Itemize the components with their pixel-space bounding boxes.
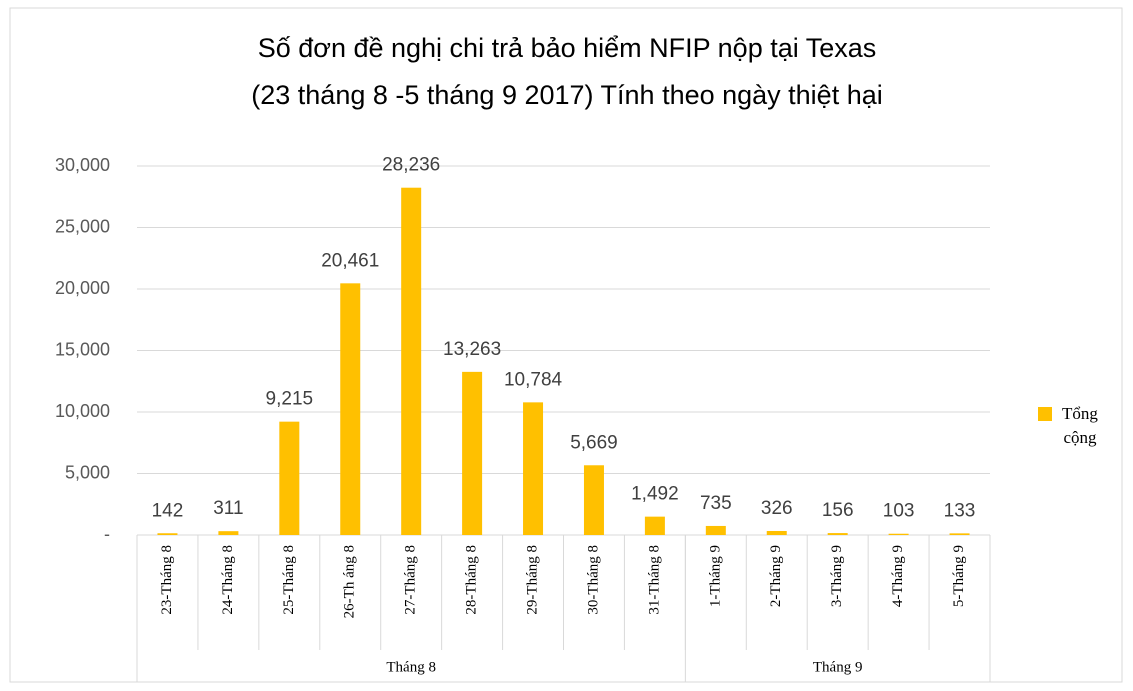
legend-swatch: [1038, 407, 1052, 421]
x-tick-label: 5-Tháng 9: [951, 545, 967, 607]
x-tick-label: 4-Tháng 9: [890, 545, 906, 607]
x-tick-label: 27-Tháng 8: [403, 545, 419, 615]
data-label: 103: [883, 501, 915, 522]
data-label: 10,784: [504, 369, 563, 390]
x-tick-label: 3-Tháng 9: [829, 545, 845, 607]
data-label: 311: [213, 498, 243, 519]
x-tick-label: 26-Th áng 8: [342, 545, 358, 618]
x-tick-label: 28-Tháng 8: [464, 545, 480, 615]
x-tick-label: 29-Tháng 8: [524, 545, 540, 615]
data-label: 133: [944, 500, 976, 521]
bar: [279, 421, 300, 535]
y-tick-label: 15,000: [55, 339, 110, 359]
data-label: 326: [761, 498, 793, 519]
y-tick-label: 10,000: [55, 401, 110, 421]
data-label: 13,263: [443, 339, 501, 360]
chart-frame: [9, 7, 1123, 683]
x-tick-label: 2-Tháng 9: [768, 545, 784, 607]
bar: [218, 531, 239, 535]
y-tick-label: -: [104, 524, 110, 544]
bar: [705, 525, 726, 535]
x-tick-label: 31-Tháng 8: [646, 545, 662, 615]
data-label: 20,461: [321, 250, 379, 271]
x-tick-label: 24-Tháng 8: [220, 545, 236, 615]
bar: [827, 533, 848, 535]
bar: [644, 516, 665, 535]
group-label: Tháng 8: [386, 659, 436, 675]
bar: [157, 533, 178, 535]
y-tick-label: 30,000: [55, 155, 110, 175]
y-tick-label: 25,000: [55, 216, 110, 236]
bar: [401, 187, 422, 535]
x-tick-label: 23-Tháng 8: [159, 545, 175, 615]
data-label: 1,492: [631, 484, 679, 505]
bar: [523, 402, 544, 535]
legend-label: Tổng cộng: [1062, 404, 1098, 447]
x-tick-label: 30-Tháng 8: [585, 545, 601, 615]
data-label: 735: [700, 493, 732, 514]
bar: [462, 371, 483, 535]
x-tick-label: 25-Tháng 8: [281, 545, 297, 615]
data-label: 28,236: [382, 155, 440, 176]
y-tick-label: 5,000: [65, 462, 110, 482]
data-label: 9,215: [266, 389, 314, 410]
data-label: 156: [822, 500, 854, 521]
data-label: 5,669: [570, 432, 618, 453]
bar: [888, 533, 909, 535]
y-tick-label: 20,000: [55, 278, 110, 298]
bar: [949, 533, 970, 535]
bar: [340, 283, 361, 535]
x-tick-label: 1-Tháng 9: [707, 545, 723, 607]
data-label: 142: [152, 500, 184, 521]
group-label: Tháng 9: [813, 659, 863, 675]
chart-subtitle: (23 tháng 8 -5 tháng 9 2017) Tính theo n…: [251, 80, 882, 110]
bar: [583, 465, 604, 535]
bar: [766, 530, 787, 535]
chart-title: Số đơn đề nghị chi trả bảo hiểm NFIP nộp…: [258, 33, 877, 63]
